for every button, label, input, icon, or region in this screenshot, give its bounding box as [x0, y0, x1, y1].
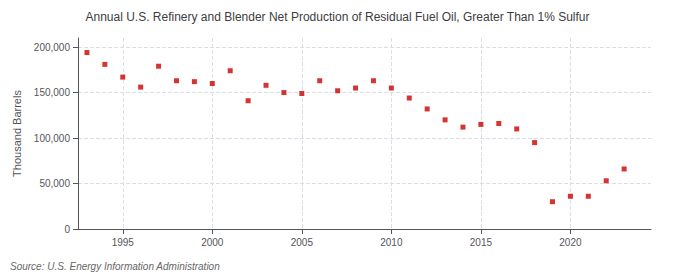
svg-text:100,000: 100,000: [34, 133, 71, 144]
svg-text:Thousand Barrels: Thousand Barrels: [11, 90, 23, 177]
svg-text:50,000: 50,000: [39, 178, 70, 189]
svg-text:1995: 1995: [112, 237, 135, 248]
svg-text:Source: U.S. Energy Informatio: Source: U.S. Energy Information Administ…: [10, 261, 220, 272]
svg-text:0: 0: [64, 224, 70, 235]
svg-text:2020: 2020: [559, 237, 582, 248]
svg-text:150,000: 150,000: [34, 87, 71, 98]
svg-text:2015: 2015: [470, 237, 493, 248]
svg-text:2000: 2000: [201, 237, 224, 248]
svg-text:2005: 2005: [291, 237, 314, 248]
svg-text:200,000: 200,000: [34, 42, 71, 53]
svg-text:2010: 2010: [380, 237, 403, 248]
svg-text:Annual U.S. Refinery and Blend: Annual U.S. Refinery and Blender Net Pro…: [85, 10, 589, 24]
